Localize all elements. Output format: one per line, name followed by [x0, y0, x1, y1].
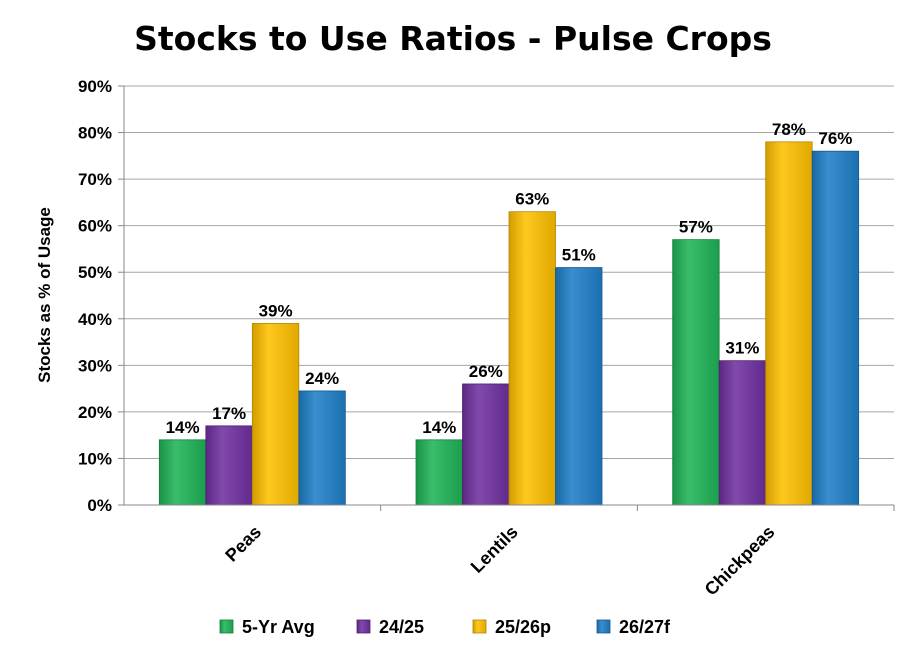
data-label: 24%	[305, 369, 339, 388]
data-label: 57%	[679, 218, 713, 237]
data-label: 14%	[422, 418, 456, 437]
y-tick-label: 50%	[78, 263, 112, 282]
bar-chickpeas-3	[811, 150, 860, 506]
data-label: 31%	[725, 339, 759, 358]
legend-entry: 25/26p	[495, 617, 551, 637]
bar-chickpeas-1	[718, 360, 767, 506]
bar-peas-3	[298, 390, 346, 506]
data-label: 51%	[562, 246, 596, 265]
y-tick-label: 60%	[78, 217, 112, 236]
data-label: 14%	[166, 418, 200, 437]
legend-entry: 26/27f	[619, 617, 671, 637]
x-tick-label: Peas	[221, 522, 265, 566]
x-tick-label: Chickpeas	[701, 522, 779, 600]
y-tick-label: 70%	[78, 170, 112, 189]
data-label: 78%	[772, 120, 806, 139]
bar-peas-0	[158, 439, 207, 506]
chart-title: Stocks to Use Ratios - Pulse Crops	[134, 19, 772, 58]
data-labels: 14% 17% 39% 24% 14% 26% 63% 51% 57% 31% 78% 76%	[166, 120, 853, 437]
y-tick-label: 80%	[78, 124, 112, 143]
legend-swatch	[596, 619, 611, 634]
bar-lentils-2	[508, 211, 556, 506]
y-tick-label: 10%	[78, 449, 112, 468]
y-tick-label: 40%	[78, 310, 112, 329]
x-tick-label: Lentils	[467, 522, 522, 577]
bar-lentils-3	[555, 267, 603, 506]
bar-chickpeas-2	[765, 141, 813, 506]
y-tick-label: 90%	[78, 77, 112, 96]
y-tick-label: 20%	[78, 403, 112, 422]
legend: 5-Yr Avg 24/25 25/26p 26/27f	[219, 617, 671, 637]
data-label: 39%	[259, 301, 293, 320]
bar-peas-1	[205, 425, 253, 506]
data-label: 63%	[515, 190, 549, 209]
y-tick-label: 0%	[87, 496, 112, 515]
legend-entry: 5-Yr Avg	[242, 617, 315, 637]
data-label: 26%	[469, 362, 503, 381]
y-axis-label: Stocks as % of Usage	[35, 207, 54, 383]
bar-chickpeas-0	[672, 239, 720, 506]
bars	[158, 141, 860, 506]
y-tick-label: 30%	[78, 356, 112, 375]
bar-lentils-1	[462, 383, 510, 506]
data-label: 76%	[818, 129, 852, 148]
bar-peas-2	[251, 323, 300, 506]
legend-swatch	[356, 619, 371, 634]
data-label: 17%	[212, 404, 246, 423]
legend-swatch	[472, 619, 487, 634]
legend-entry: 24/25	[379, 617, 424, 637]
bar-lentils-0	[415, 439, 463, 506]
legend-swatch	[219, 619, 234, 634]
